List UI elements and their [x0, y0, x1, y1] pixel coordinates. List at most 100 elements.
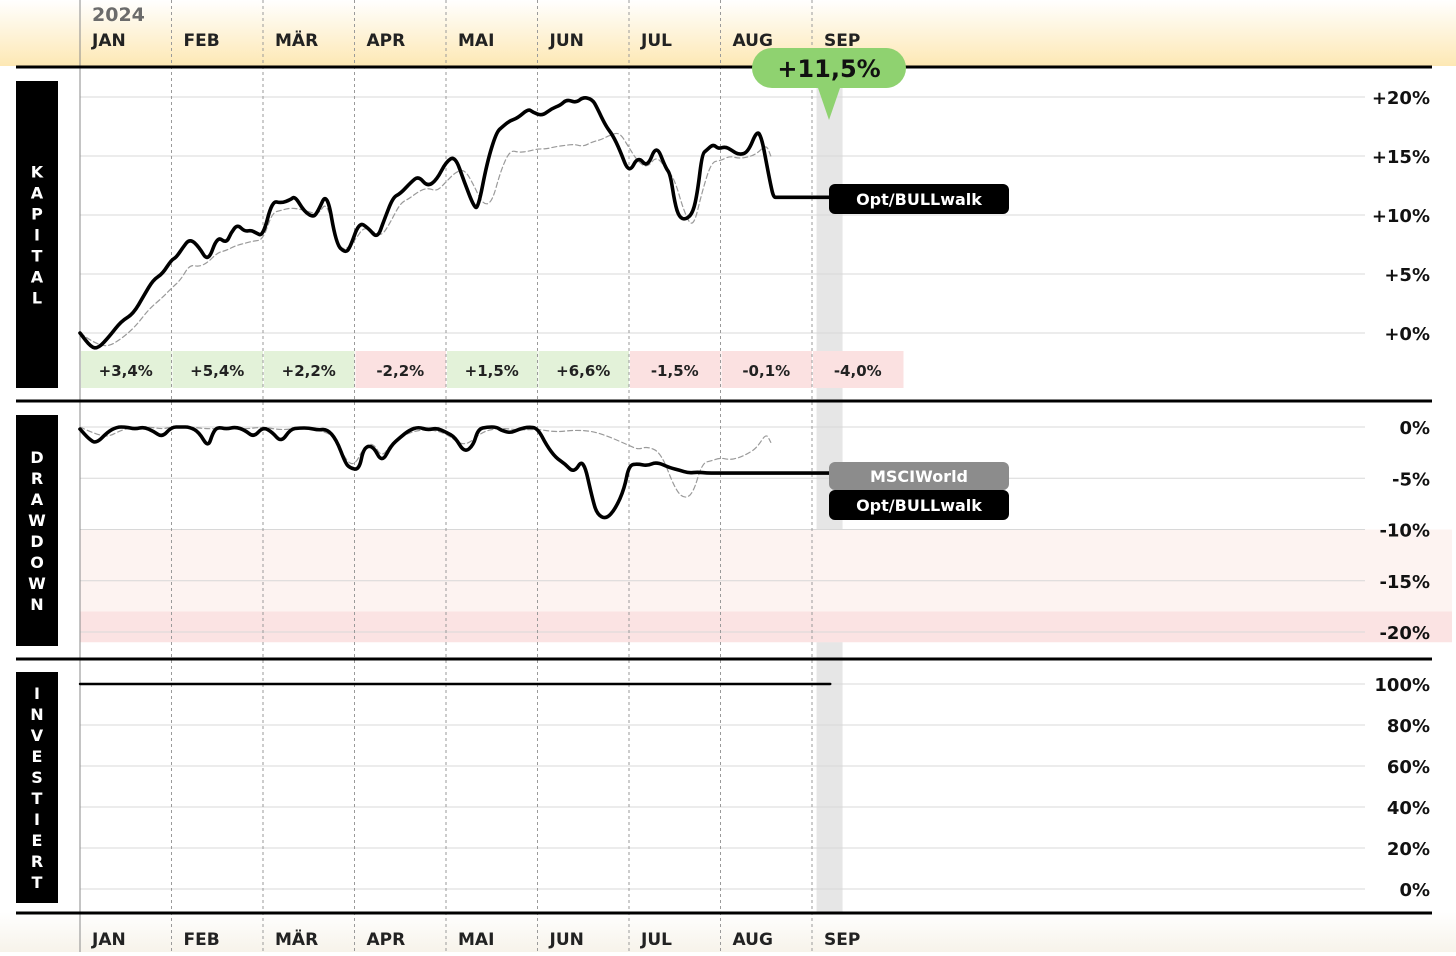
monthly-return-cell: [538, 351, 629, 388]
monthly-return-label: +1,5%: [465, 362, 519, 380]
strategy-end-label-kapital-bg: [829, 184, 1009, 214]
panel-label-letter: S: [31, 768, 43, 787]
panel-label-letter: P: [31, 205, 43, 224]
panel-label-letter: T: [32, 789, 43, 808]
performance-badge-text: +11,5%: [777, 55, 880, 83]
strategy-end-label-drawdown-bg: [829, 490, 1009, 520]
month-label-top: JUL: [640, 31, 672, 51]
panel-label-letter: K: [31, 163, 44, 182]
month-label-bottom: MAI: [458, 930, 494, 950]
monthly-return-cell: [721, 351, 812, 388]
panel-label-letter: I: [34, 810, 40, 829]
monthly-return-label: -0,1%: [742, 362, 790, 380]
monthly-return-cell: [813, 351, 904, 388]
monthly-return-label: +6,6%: [556, 362, 610, 380]
strategy-line-kapital: [78, 96, 833, 350]
panel-label-letter: R: [31, 852, 43, 871]
monthly-return-label: +5,4%: [190, 362, 244, 380]
month-label-top: FEB: [184, 31, 220, 51]
performance-badge-pointer: [818, 88, 840, 120]
footer-background: [0, 912, 1456, 952]
header-background: [0, 0, 1456, 66]
month-label-bottom: APR: [367, 930, 406, 950]
benchmark-end-label-drawdown-bg: [829, 462, 1009, 490]
panel-label-letter: E: [32, 747, 43, 766]
month-label-top: MÄR: [275, 29, 318, 51]
panel-label-letter: D: [30, 448, 43, 467]
strategy-end-label-kapital: Opt/BULLwalk: [829, 184, 1009, 214]
month-label-top: APR: [367, 31, 406, 51]
panel-label-bar: [16, 672, 58, 903]
monthly-return-cell: [630, 351, 721, 388]
month-label-top: SEP: [824, 31, 860, 51]
month-label-bottom: FEB: [184, 930, 220, 950]
year-label: 2024: [92, 4, 145, 26]
y-tick-label: -5%: [1392, 469, 1430, 490]
performance-badge-bg: [752, 48, 906, 88]
strategy-end-label-drawdown-text: Opt/BULLwalk: [856, 496, 982, 515]
panel-label-letter: D: [30, 532, 43, 551]
y-tick-label: +20%: [1372, 88, 1430, 109]
panel-label-letter: I: [34, 226, 40, 245]
panel-label-bar: [16, 415, 58, 646]
panel-label-letter: E: [32, 831, 43, 850]
strategy-end-label-kapital-text: Opt/BULLwalk: [856, 190, 982, 209]
performance-badge: +11,5%: [752, 48, 906, 120]
monthly-return-label: -2,2%: [376, 362, 424, 380]
panel-label-letter: T: [32, 873, 43, 892]
panel-label-letter: T: [32, 247, 43, 266]
panel-label-letter: L: [32, 289, 42, 308]
month-label-bottom: AUG: [733, 930, 773, 950]
panel-label-letter: W: [28, 511, 46, 530]
panel-label-letter: A: [31, 490, 44, 509]
strategy-end-label-drawdown: Opt/BULLwalk: [829, 490, 1009, 520]
benchmark-line-drawdown: [79, 426, 772, 498]
drawdown-zone-light: [80, 529, 1452, 612]
monthly-return-label: +3,4%: [99, 362, 153, 380]
month-label-top: JUN: [549, 31, 584, 51]
y-tick-label: +0%: [1384, 324, 1430, 345]
benchmark-line-kapital: [79, 132, 772, 347]
y-tick-label: -10%: [1379, 521, 1430, 542]
drawdown-zone-dark: [80, 611, 1452, 643]
monthly-return-cell: [81, 351, 172, 388]
panel-label-letter: A: [31, 184, 44, 203]
panel-label-letter: A: [31, 268, 44, 287]
panel-label-letter: W: [28, 574, 46, 593]
month-label-top: MAI: [458, 31, 494, 51]
monthly-return-label: -4,0%: [834, 362, 882, 380]
y-tick-label: +10%: [1372, 206, 1430, 227]
benchmark-end-label-drawdown-text: MSCIWorld: [870, 467, 968, 486]
monthly-return-label: -1,5%: [651, 362, 699, 380]
y-tick-label: -20%: [1379, 623, 1430, 644]
panel-label-letter: N: [30, 705, 43, 724]
benchmark-end-label-drawdown: MSCIWorld: [829, 462, 1009, 490]
month-label-top: AUG: [733, 31, 773, 51]
y-tick-label: 60%: [1387, 757, 1430, 778]
y-tick-label: +15%: [1372, 147, 1430, 168]
panel-label-letter: N: [30, 595, 43, 614]
monthly-return-cell: [172, 351, 263, 388]
y-tick-label: 80%: [1387, 716, 1430, 737]
month-label-top: JAN: [91, 31, 126, 51]
y-tick-label: 20%: [1387, 839, 1430, 860]
monthly-return-cell: [264, 351, 355, 388]
monthly-return-label: +2,2%: [282, 362, 336, 380]
y-tick-label: 40%: [1387, 798, 1430, 819]
month-label-bottom: JAN: [91, 930, 126, 950]
y-tick-label: +5%: [1384, 265, 1430, 286]
panel-label-bar: [16, 81, 58, 388]
month-label-bottom: JUN: [549, 930, 584, 950]
y-tick-label: 0%: [1399, 418, 1430, 439]
monthly-return-cell: [355, 351, 446, 388]
panel-label-letter: R: [31, 469, 43, 488]
panel-label-letter: V: [31, 726, 44, 745]
month-label-bottom: JUL: [640, 930, 672, 950]
y-tick-label: -15%: [1379, 572, 1430, 593]
y-tick-label: 0%: [1399, 880, 1430, 901]
y-tick-label: 100%: [1374, 675, 1430, 696]
month-label-bottom: SEP: [824, 930, 860, 950]
panel-label-letter: I: [34, 684, 40, 703]
